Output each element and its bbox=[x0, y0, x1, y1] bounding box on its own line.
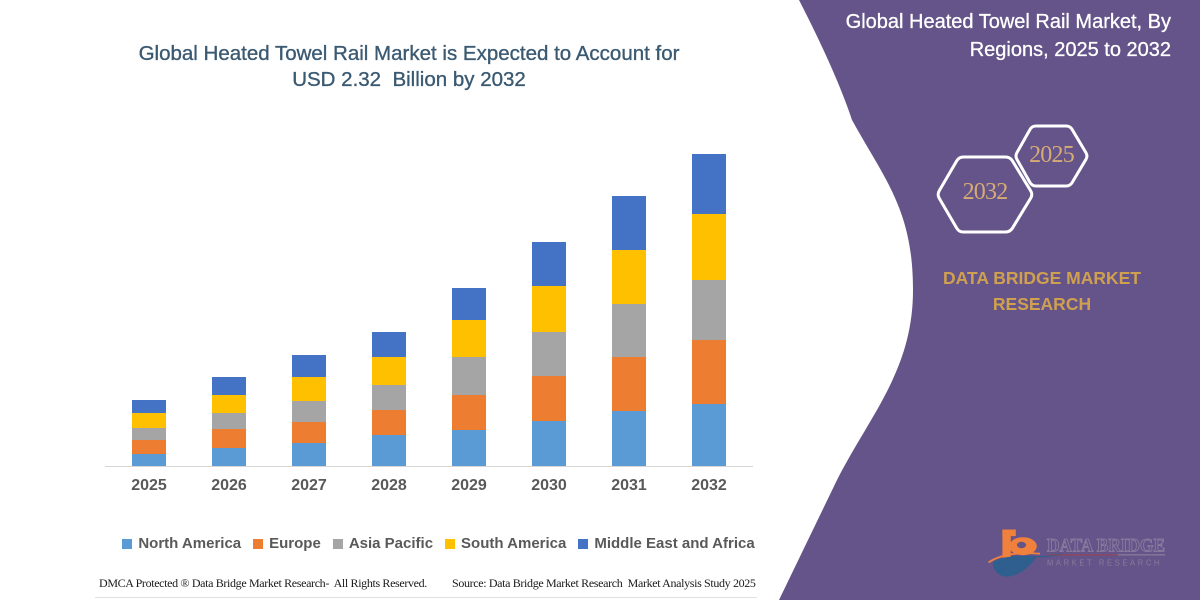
svg-text:DATA BRIDGE: DATA BRIDGE bbox=[1047, 536, 1165, 557]
svg-text:MARKET RESEARCH: MARKET RESEARCH bbox=[1047, 558, 1162, 568]
